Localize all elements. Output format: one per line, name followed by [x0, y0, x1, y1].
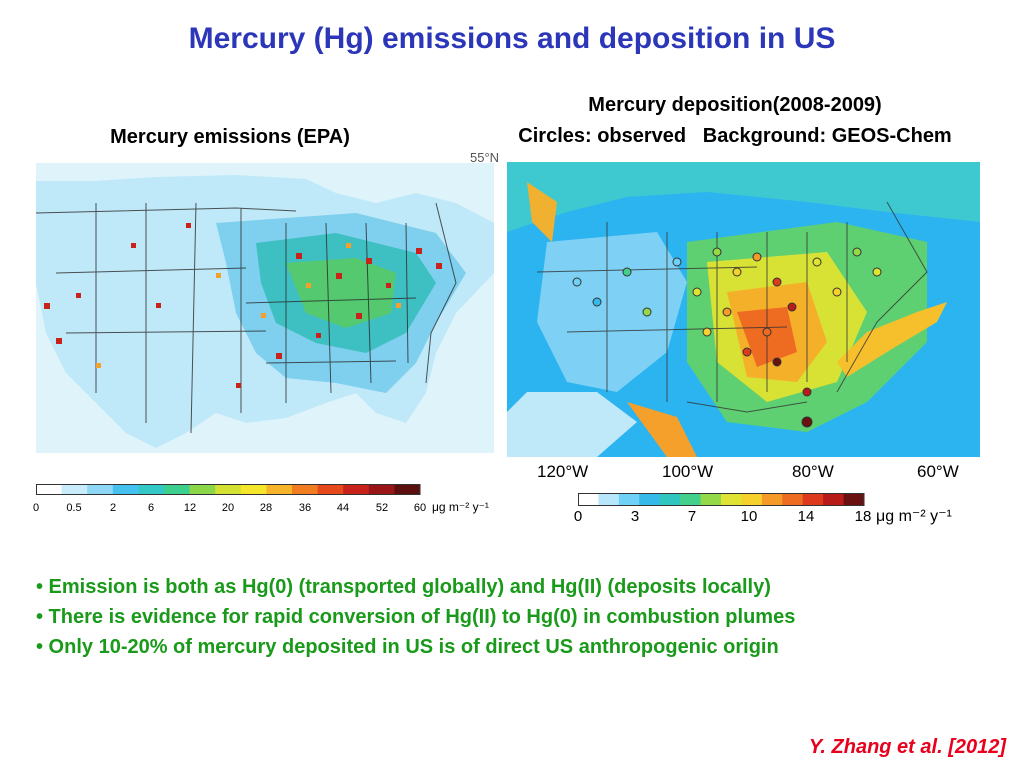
- slide-title: Mercury (Hg) emissions and deposition in…: [188, 22, 836, 55]
- cbar-tick: 2: [109, 502, 117, 514]
- colorbar-cell: [578, 493, 599, 506]
- colorbar-cell: [680, 493, 702, 506]
- colorbar-cell: [112, 484, 139, 495]
- cbar-tick: 28: [259, 502, 273, 514]
- deposition-colorbar: [578, 493, 865, 506]
- lon-label: 120°W: [537, 462, 589, 481]
- bullet-list: • Emission is both as Hg(0) (transported…: [36, 572, 1016, 662]
- colorbar-cell: [240, 484, 267, 495]
- bullet-item: • Only 10-20% of mercury deposited in US…: [36, 636, 779, 658]
- cbar-tick: 0: [573, 508, 583, 525]
- emissions-map: [36, 163, 494, 453]
- cbar-tick: 18: [854, 508, 872, 525]
- colorbar-cell: [87, 484, 114, 495]
- colorbar-cell: [639, 493, 661, 506]
- cbar-tick: 36: [298, 502, 312, 514]
- bullet-item: • Emission is both as Hg(0) (transported…: [36, 576, 771, 598]
- colorbar-cell: [343, 484, 370, 495]
- deposition-lon-axis: 120°W 100°W 80°W 60°W: [507, 462, 980, 484]
- colorbar-cell: [761, 493, 783, 506]
- colorbar-cell: [618, 493, 640, 506]
- emissions-colorbar-unit: μg m⁻² y⁻¹: [432, 500, 489, 514]
- colorbar-cell: [164, 484, 191, 495]
- bullet-item: • There is evidence for rapid conversion…: [36, 606, 796, 628]
- emissions-colorbar: [36, 484, 421, 495]
- deposition-map-title: Mercury deposition(2008-2009): [588, 94, 882, 116]
- emissions-colorbar-ticks: 0 0.5 2 6 12 20 28 36 44 52 60: [32, 502, 426, 518]
- cbar-tick: 0: [32, 502, 40, 514]
- colorbar-cell: [700, 493, 722, 506]
- cbar-tick: 44: [336, 502, 350, 514]
- colorbar-cell: [394, 484, 421, 495]
- colorbar-cell: [292, 484, 319, 495]
- colorbar-cell: [721, 493, 742, 506]
- colorbar-cell: [598, 493, 620, 506]
- cbar-tick: 3: [630, 508, 640, 525]
- cbar-tick: 7: [687, 508, 697, 525]
- lon-label: 100°W: [662, 462, 714, 481]
- colorbar-cell: [741, 493, 763, 506]
- latitude-label: 55°N: [470, 150, 500, 165]
- colorbar-cell: [61, 484, 88, 495]
- colorbar-cell: [189, 484, 216, 495]
- deposition-colorbar-ticks: 0 3 7 10 14 18: [574, 508, 872, 528]
- lon-label: 60°W: [917, 462, 959, 481]
- emissions-map-title: Mercury emissions (EPA): [110, 126, 350, 148]
- cbar-tick: 10: [740, 508, 758, 525]
- lon-label: 80°W: [792, 462, 834, 481]
- colorbar-cell: [138, 484, 165, 495]
- cbar-tick: 12: [183, 502, 197, 514]
- cbar-tick: 52: [375, 502, 389, 514]
- colorbar-cell: [368, 484, 395, 495]
- colorbar-cell: [317, 484, 344, 495]
- colorbar-cell: [843, 493, 865, 506]
- colorbar-cell: [215, 484, 242, 495]
- cbar-tick: 0.5: [66, 502, 82, 514]
- deposition-map: [507, 162, 980, 457]
- cbar-tick: 60: [413, 502, 427, 514]
- colorbar-cell: [659, 493, 681, 506]
- colorbar-cell: [36, 484, 63, 495]
- citation: Y. Zhang et al. [2012]: [808, 736, 1006, 758]
- deposition-map-subtitle: Circles: observed Background: GEOS-Chem: [518, 125, 952, 147]
- colorbar-cell: [782, 493, 804, 506]
- colorbar-cell: [823, 493, 845, 506]
- colorbar-cell: [266, 484, 293, 495]
- cbar-tick: 6: [147, 502, 155, 514]
- deposition-colorbar-unit: μg m⁻² y⁻¹: [876, 508, 952, 525]
- cbar-tick: 20: [221, 502, 235, 514]
- cbar-tick: 14: [797, 508, 815, 525]
- colorbar-cell: [802, 493, 824, 506]
